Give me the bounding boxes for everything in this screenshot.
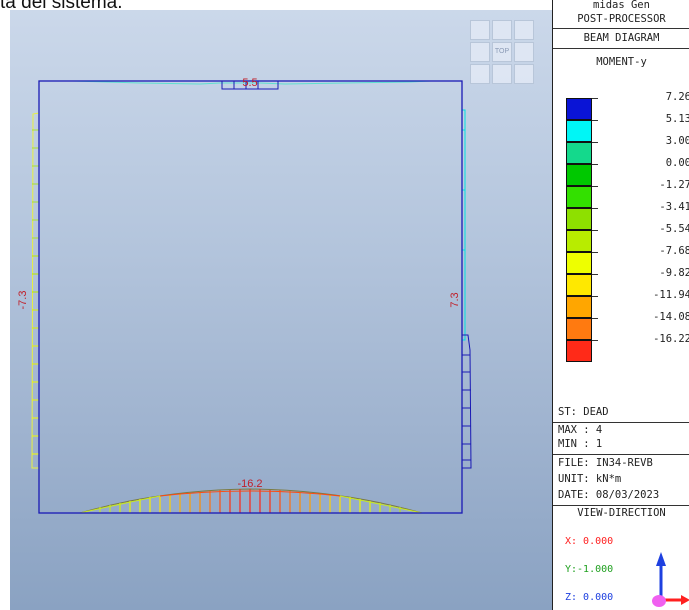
view-x: X: 0.000 <box>565 536 614 547</box>
scale-value: 3.00 <box>665 135 689 147</box>
view-direction-label: VIEW-DIRECTION <box>577 507 666 519</box>
view-z: Z: 0.000 <box>565 592 614 603</box>
legend-subtitle: POST-PROCESSOR <box>577 13 666 25</box>
scale-tick <box>592 230 598 231</box>
color-swatch <box>566 252 592 274</box>
color-swatch <box>566 142 592 164</box>
model-viewport[interactable]: 5.5 -16.2 -7.3 7.3 TOP <box>10 10 552 610</box>
scale-tick <box>592 252 598 253</box>
legend-divider <box>553 454 689 455</box>
scale-tick <box>592 98 598 99</box>
document-caption: ta del sistema. <box>0 0 123 13</box>
viewcube-face-top[interactable]: TOP <box>492 42 512 62</box>
viewcube-edge-s[interactable] <box>492 64 512 84</box>
left-column-label: -7.3 <box>17 291 29 310</box>
scale-tick <box>592 186 598 187</box>
scale-value: 7.26 <box>665 91 689 103</box>
viewcube-corner-sw[interactable] <box>470 64 490 84</box>
color-swatch <box>566 208 592 230</box>
scale-value: -5.54 <box>659 223 689 235</box>
color-swatch <box>566 340 592 362</box>
legend-diagram-type: BEAM DIAGRAM <box>583 32 660 44</box>
scale-tick <box>592 208 598 209</box>
scale-value: -1.27 <box>659 179 689 191</box>
legend-divider <box>553 48 689 49</box>
scale-value: -3.41 <box>659 201 689 213</box>
legend-divider <box>553 505 689 506</box>
scale-value: -11.94 <box>653 289 689 301</box>
legend-panel: midas Gen POST-PROCESSOR BEAM DIAGRAM MO… <box>552 0 689 610</box>
bottom-beam-moment <box>79 488 423 514</box>
right-column-moment <box>462 109 472 469</box>
color-swatch <box>566 120 592 142</box>
viewcube-edge-e[interactable] <box>514 42 534 62</box>
unit-label: UNIT: kN*m <box>558 473 622 485</box>
scale-value: -16.22 <box>653 333 689 345</box>
axis-triad-icon <box>652 552 689 607</box>
scale-value: -9.82 <box>659 267 689 279</box>
legend-divider <box>553 28 689 29</box>
right-column-label: 7.3 <box>449 292 461 307</box>
scale-value: -7.68 <box>659 245 689 257</box>
legend-component: MOMENT-y <box>596 56 647 68</box>
load-case: ST: DEAD <box>558 406 609 418</box>
view-cube[interactable]: TOP <box>470 20 550 100</box>
color-swatch <box>566 230 592 252</box>
scale-tick <box>592 340 598 341</box>
beam-moment-diagram: 5.5 -16.2 -7.3 7.3 <box>17 77 472 514</box>
viewcube-corner-ne[interactable] <box>514 20 534 40</box>
bottom-beam-label: -16.2 <box>237 478 262 490</box>
scale-tick <box>592 296 598 297</box>
portal-frame <box>38 80 463 514</box>
color-swatch <box>566 318 592 340</box>
file-label: FILE: IN34-REVB <box>558 457 653 469</box>
scale-value: -14.08 <box>653 311 689 323</box>
viewcube-edge-n[interactable] <box>492 20 512 40</box>
viewcube-corner-se[interactable] <box>514 64 534 84</box>
scale-tick <box>592 120 598 121</box>
legend-title: midas Gen <box>593 0 650 11</box>
color-scale <box>566 98 592 362</box>
scale-tick <box>592 142 598 143</box>
left-column-moment <box>31 112 40 469</box>
color-swatch <box>566 98 592 120</box>
max-label: MAX : 4 <box>558 424 603 436</box>
color-swatch <box>566 186 592 208</box>
top-beam-label: 5.5 <box>242 77 257 89</box>
min-label: MIN : 1 <box>558 438 603 450</box>
view-y: Y:-1.000 <box>565 564 614 575</box>
viewcube-corner-nw[interactable] <box>470 20 490 40</box>
viewcube-edge-w[interactable] <box>470 42 490 62</box>
date-label: DATE: 08/03/2023 <box>558 489 660 501</box>
scale-tick <box>592 318 598 319</box>
scale-tick <box>592 274 598 275</box>
scale-value: 5.13 <box>665 113 689 125</box>
legend-divider <box>553 422 689 423</box>
scale-value: 0.00 <box>665 157 689 169</box>
color-swatch <box>566 296 592 318</box>
color-swatch <box>566 164 592 186</box>
scale-tick <box>592 164 598 165</box>
color-swatch <box>566 274 592 296</box>
